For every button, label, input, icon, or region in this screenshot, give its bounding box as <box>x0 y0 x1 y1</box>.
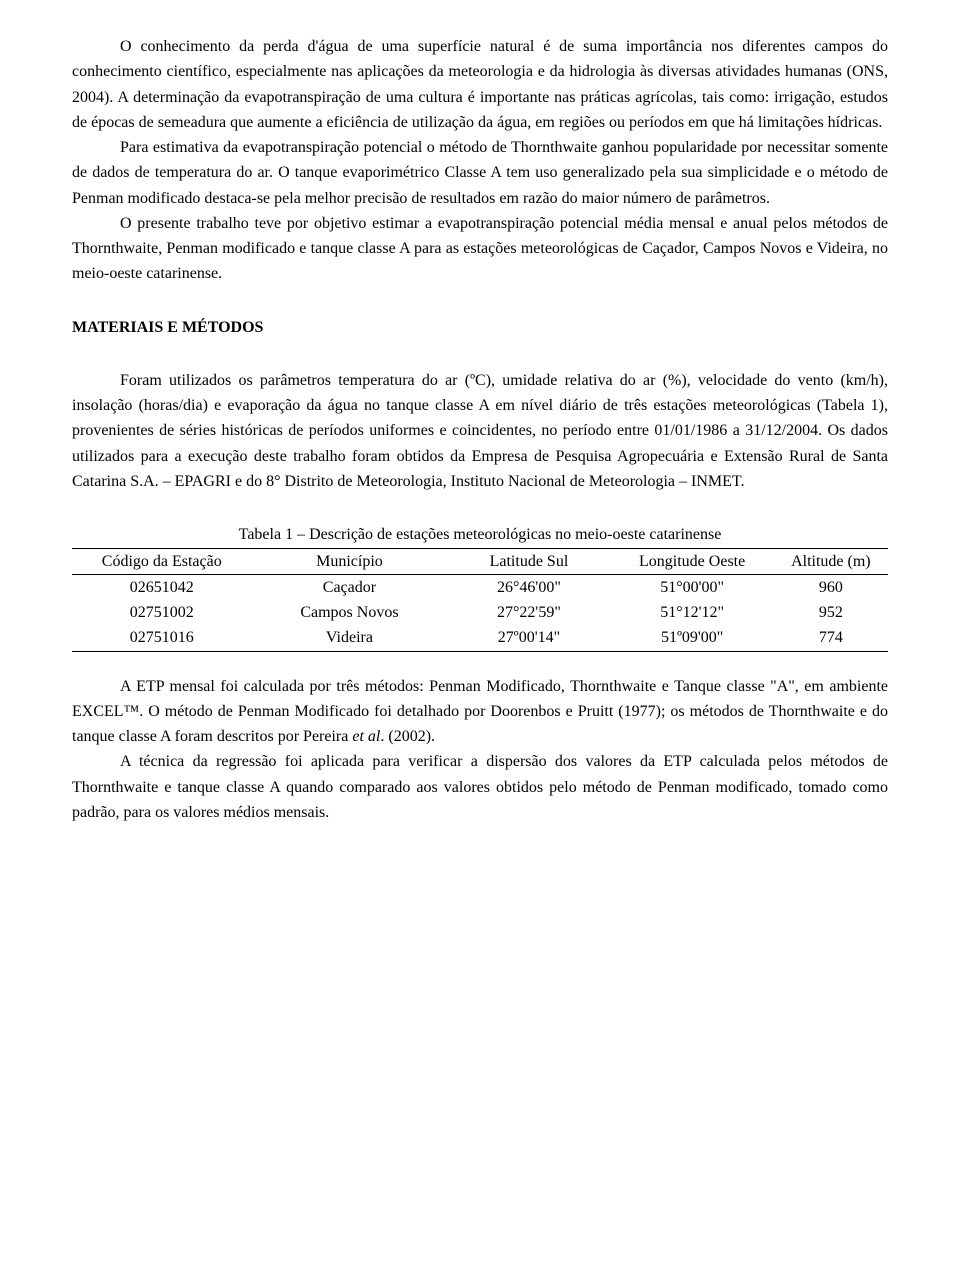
table-row: 02751002 Campos Novos 27°22'59" 51°12'12… <box>72 600 888 625</box>
table-header-row: Código da Estação Município Latitude Sul… <box>72 548 888 574</box>
table-row: 02751016 Videira 27º00'14" 51º09'00" 774 <box>72 625 888 651</box>
cell-alt: 960 <box>774 574 888 600</box>
section-heading-materials: MATERIAIS E MÉTODOS <box>72 315 888 340</box>
cell-mun: Caçador <box>252 574 448 600</box>
text-run: . (2002). <box>380 728 435 745</box>
cell-mun: Campos Novos <box>252 600 448 625</box>
text-run-italic: et al <box>352 728 380 745</box>
paragraph-methods-2: A ETP mensal foi calculada por três méto… <box>72 674 888 750</box>
table-1-wrapper: Tabela 1 – Descrição de estações meteoro… <box>72 522 888 651</box>
th-municipio: Município <box>252 548 448 574</box>
table-1-caption: Tabela 1 – Descrição de estações meteoro… <box>72 522 888 547</box>
th-altitude: Altitude (m) <box>774 548 888 574</box>
cell-code: 02751002 <box>72 600 252 625</box>
table-1: Código da Estação Município Latitude Sul… <box>72 548 888 652</box>
cell-alt: 774 <box>774 625 888 651</box>
paragraph-intro-1: O conhecimento da perda d'água de uma su… <box>72 34 888 135</box>
th-longitude: Longitude Oeste <box>611 548 774 574</box>
cell-lon: 51º09'00" <box>611 625 774 651</box>
paragraph-methods-3: A técnica da regressão foi aplicada para… <box>72 749 888 825</box>
cell-lon: 51°00'00" <box>611 574 774 600</box>
cell-mun: Videira <box>252 625 448 651</box>
cell-code: 02651042 <box>72 574 252 600</box>
paragraph-intro-2: Para estimativa da evapotranspiração pot… <box>72 135 888 211</box>
page: O conhecimento da perda d'água de uma su… <box>0 0 960 1287</box>
paragraph-methods-1: Foram utilizados os parâmetros temperatu… <box>72 368 888 494</box>
cell-code: 02751016 <box>72 625 252 651</box>
cell-lat: 27°22'59" <box>447 600 610 625</box>
cell-lat: 26°46'00" <box>447 574 610 600</box>
paragraph-intro-3: O presente trabalho teve por objetivo es… <box>72 211 888 287</box>
cell-lat: 27º00'14" <box>447 625 610 651</box>
table-row: 02651042 Caçador 26°46'00" 51°00'00" 960 <box>72 574 888 600</box>
th-latitude: Latitude Sul <box>447 548 610 574</box>
text-run: A ETP mensal foi calculada por três méto… <box>72 678 888 746</box>
cell-alt: 952 <box>774 600 888 625</box>
cell-lon: 51°12'12" <box>611 600 774 625</box>
th-code: Código da Estação <box>72 548 252 574</box>
